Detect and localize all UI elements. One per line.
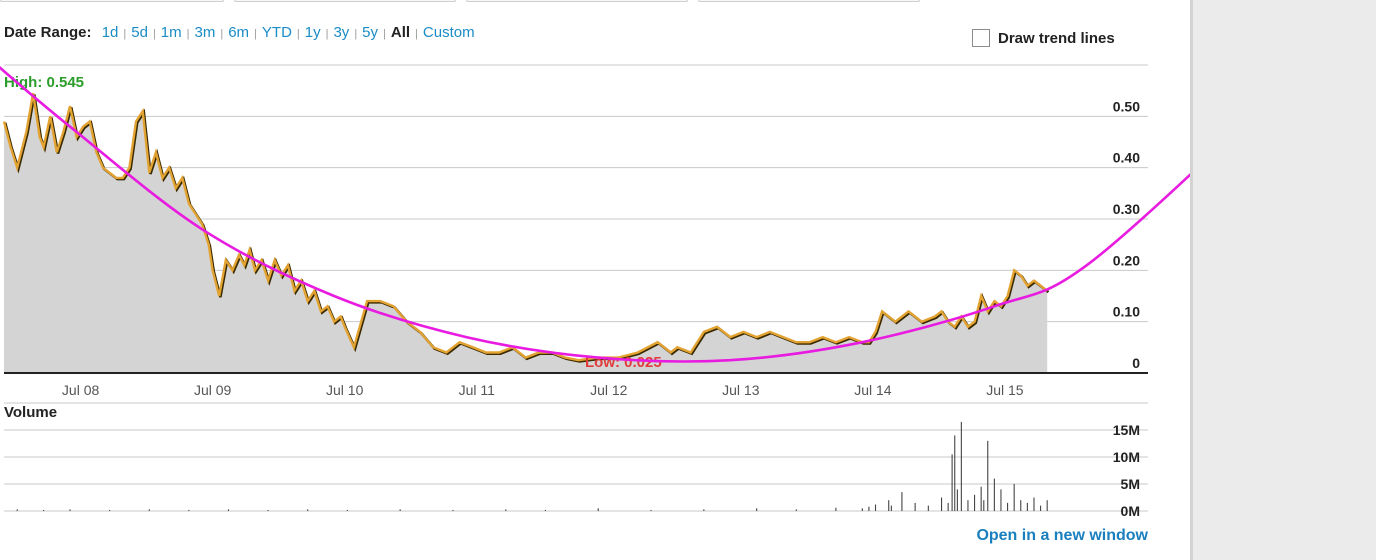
range-6m[interactable]: 6m	[228, 24, 250, 41]
price-volume-chart: 0 0.10 0.20 0.30 0.40 0.50 Jul 08 Jul 09 Jul 10…	[0, 64, 1190, 519]
price-y-tick: 0.40	[1113, 150, 1140, 166]
range-3m[interactable]: 3m	[194, 24, 216, 41]
range-separator: |	[220, 28, 224, 40]
range-separator: |	[325, 28, 329, 40]
range-5d[interactable]: 5d	[131, 24, 148, 41]
range-1y[interactable]: 1y	[304, 24, 321, 41]
price-x-tick: Jul 08	[62, 382, 100, 398]
price-x-tick: Jul 14	[854, 382, 892, 398]
volume-y-tick: 5M	[1121, 476, 1140, 492]
price-y-tick: 0.50	[1113, 98, 1140, 114]
date-range-bar: Date Range: 1d | 5d | 1m | 3m | 6m | YTD | 1y | 3y | 5y |…	[4, 24, 475, 41]
range-separator: |	[354, 28, 358, 40]
range-all[interactable]: All	[390, 24, 411, 41]
price-x-tick: Jul 12	[590, 382, 628, 398]
range-separator: |	[123, 28, 127, 40]
date-range-label: Date Range:	[4, 24, 92, 41]
range-3y[interactable]: 3y	[333, 24, 350, 41]
range-custom[interactable]: Custom	[422, 24, 475, 41]
price-y-tick: 0.20	[1113, 252, 1140, 268]
top-input-1[interactable]	[0, 0, 224, 2]
price-y-tick: 0.10	[1113, 304, 1140, 320]
range-separator: |	[186, 28, 190, 40]
range-5y[interactable]: 5y	[362, 24, 379, 41]
range-separator: |	[415, 28, 418, 40]
range-separator: |	[383, 28, 386, 40]
price-x-tick: Jul 15	[986, 382, 1024, 398]
range-separator: |	[296, 28, 300, 40]
range-1d[interactable]: 1d	[101, 24, 119, 41]
trend-lines-label: Draw trend lines	[998, 29, 1115, 47]
price-x-tick: Jul 13	[722, 382, 760, 398]
range-ytd[interactable]: YTD	[261, 24, 292, 41]
range-1m[interactable]: 1m	[160, 24, 182, 41]
volume-y-tick: 10M	[1113, 449, 1140, 465]
volume-y-tick: 15M	[1113, 422, 1140, 438]
price-x-tick: Jul 11	[459, 382, 496, 398]
volume-y-tick: 0M	[1121, 503, 1140, 519]
open-new-window-link[interactable]: Open in a new window	[976, 527, 1148, 544]
price-area	[4, 93, 1048, 373]
range-separator: |	[152, 28, 156, 40]
top-input-2[interactable]	[234, 0, 456, 2]
volume-title: Volume	[4, 404, 57, 421]
price-y-tick: 0	[1132, 355, 1140, 371]
price-x-tick: Jul 10	[326, 382, 364, 398]
price-y-tick: 0.30	[1113, 201, 1140, 217]
right-side-panel	[1190, 0, 1376, 560]
price-x-tick: Jul 09	[194, 382, 232, 398]
trend-lines-toggle[interactable]: Draw trend lines	[972, 29, 1115, 47]
range-separator: |	[254, 28, 257, 40]
top-input-4[interactable]	[698, 0, 920, 2]
trend-line	[0, 66, 1190, 363]
trend-lines-checkbox[interactable]	[972, 29, 990, 47]
top-input-3[interactable]	[466, 0, 688, 2]
